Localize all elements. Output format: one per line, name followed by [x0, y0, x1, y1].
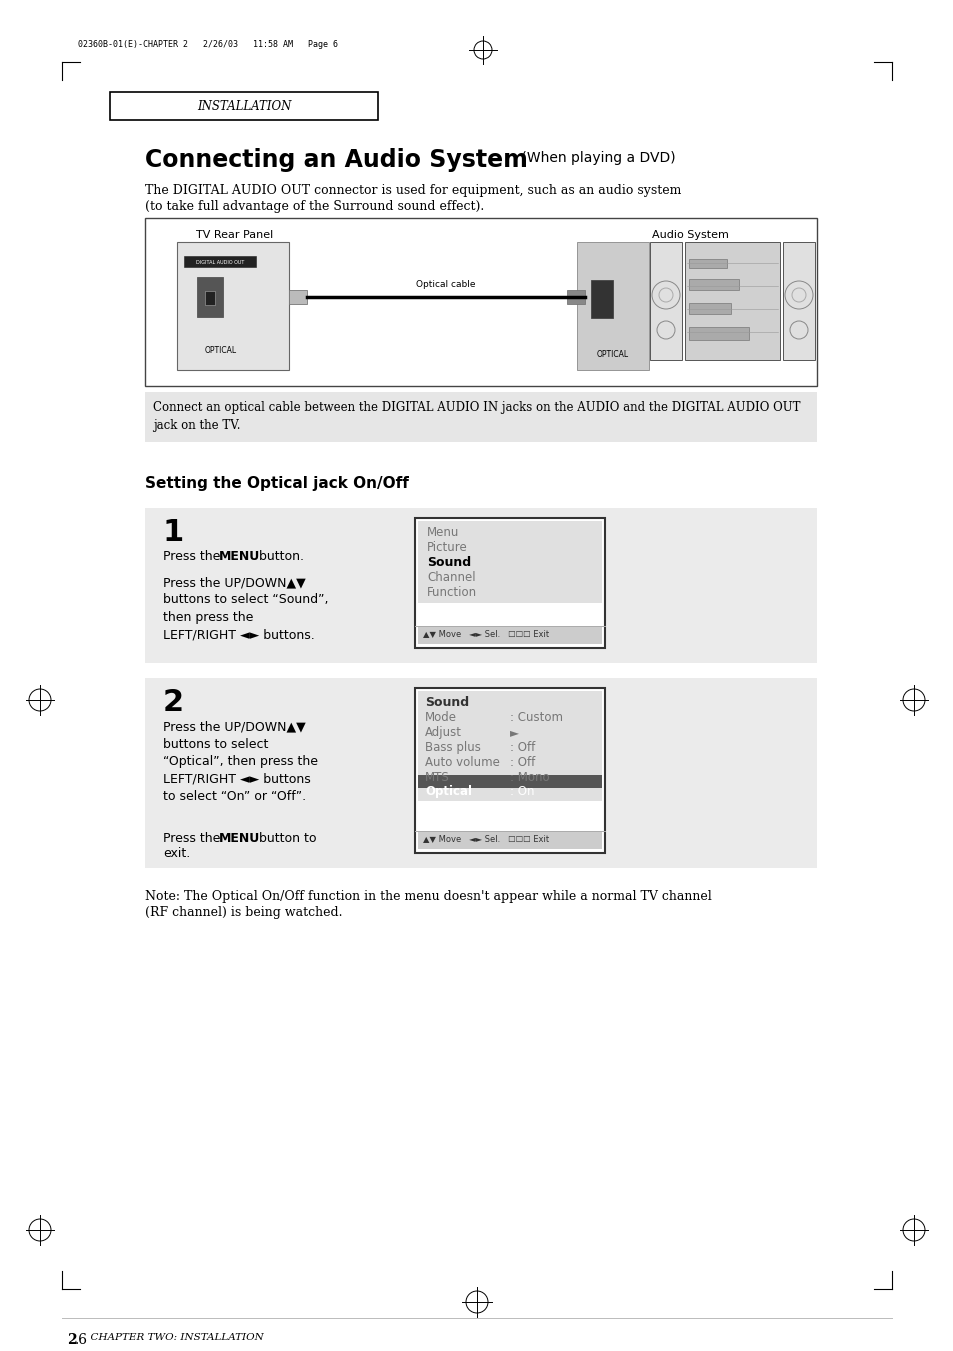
Text: exit.: exit. — [163, 847, 190, 861]
Text: Sound: Sound — [427, 557, 471, 569]
Bar — [177, 242, 289, 370]
Text: INSTALLATION: INSTALLATION — [196, 100, 291, 113]
Bar — [417, 832, 601, 848]
Text: button to: button to — [254, 832, 316, 844]
Text: ▲▼ Move   ◄► Sel.   ☐☐☐ Exit: ▲▼ Move ◄► Sel. ☐☐☐ Exit — [422, 834, 549, 843]
Bar — [184, 255, 255, 267]
Text: 2: 2 — [67, 1333, 76, 1347]
Text: ▲▼ Move   ◄► Sel.   ☐☐☐ Exit: ▲▼ Move ◄► Sel. ☐☐☐ Exit — [422, 630, 549, 638]
Bar — [415, 688, 604, 852]
Text: TV Rear Panel: TV Rear Panel — [196, 230, 274, 240]
Text: : Off: : Off — [510, 757, 535, 769]
Bar — [688, 259, 726, 267]
Text: ►: ► — [510, 725, 518, 739]
Text: Channel: Channel — [427, 571, 476, 584]
Text: Note: The Optical On/Off function in the menu doesn't appear while a normal TV c: Note: The Optical On/Off function in the… — [145, 890, 711, 902]
Text: : Mono: : Mono — [510, 771, 549, 784]
Text: Optical cable: Optical cable — [416, 280, 476, 289]
Text: Function: Function — [427, 586, 476, 598]
Bar — [205, 290, 214, 305]
Bar — [145, 508, 816, 663]
Text: OPTICAL: OPTICAL — [205, 346, 236, 355]
Bar — [289, 290, 307, 304]
Text: Auto volume: Auto volume — [424, 757, 499, 769]
Bar — [145, 392, 816, 442]
Text: Connecting an Audio System: Connecting an Audio System — [145, 149, 527, 172]
Bar — [417, 627, 601, 644]
Bar — [688, 327, 748, 340]
Text: Mode: Mode — [424, 711, 456, 724]
Text: OPTICAL: OPTICAL — [597, 350, 628, 359]
Bar — [566, 290, 584, 304]
Text: 1: 1 — [163, 517, 184, 547]
Text: MENU: MENU — [219, 550, 260, 563]
Bar — [417, 521, 601, 603]
Text: 02360B-01(E)-CHAPTER 2   2/26/03   11:58 AM   Page 6: 02360B-01(E)-CHAPTER 2 2/26/03 11:58 AM … — [78, 41, 337, 49]
Text: (When playing a DVD): (When playing a DVD) — [517, 151, 675, 165]
Bar — [782, 242, 814, 359]
Bar — [196, 277, 223, 317]
Text: MENU: MENU — [219, 832, 260, 844]
Text: MTS: MTS — [424, 771, 449, 784]
Text: button.: button. — [254, 550, 304, 563]
Bar — [110, 92, 377, 120]
Text: Connect an optical cable between the DIGITAL AUDIO IN jacks on the AUDIO and the: Connect an optical cable between the DIG… — [152, 401, 800, 432]
Text: Press the UP/DOWN▲▼
buttons to select “Sound”,
then press the
LEFT/RIGHT ◄► butt: Press the UP/DOWN▲▼ buttons to select “S… — [163, 576, 328, 642]
Text: (to take full advantage of the Surround sound effect).: (to take full advantage of the Surround … — [145, 200, 484, 213]
Text: The DIGITAL AUDIO OUT connector is used for equipment, such as an audio system: The DIGITAL AUDIO OUT connector is used … — [145, 184, 680, 197]
Bar — [577, 242, 648, 370]
Text: 2: 2 — [163, 688, 184, 717]
Text: Setting the Optical jack On/Off: Setting the Optical jack On/Off — [145, 476, 409, 490]
Text: : On: : On — [510, 785, 534, 798]
Bar — [649, 242, 681, 359]
Bar — [688, 303, 730, 313]
Bar — [145, 218, 816, 386]
Text: : Off: : Off — [510, 740, 535, 754]
Text: Press the: Press the — [163, 550, 224, 563]
Bar — [145, 678, 816, 867]
Text: : Custom: : Custom — [510, 711, 562, 724]
Text: Picture: Picture — [427, 540, 467, 554]
Text: Sound: Sound — [424, 696, 469, 709]
Text: Audio System: Audio System — [651, 230, 728, 240]
Bar — [417, 775, 601, 788]
Bar — [688, 280, 739, 290]
Text: Press the: Press the — [163, 832, 224, 844]
Text: .6: .6 — [75, 1333, 88, 1347]
Text: (RF channel) is being watched.: (RF channel) is being watched. — [145, 907, 342, 919]
Text: DIGITAL AUDIO OUT: DIGITAL AUDIO OUT — [195, 259, 244, 265]
Bar — [590, 280, 613, 317]
Bar — [415, 517, 604, 648]
Bar — [684, 242, 780, 359]
Text: Menu: Menu — [427, 526, 459, 539]
Text: Press the UP/DOWN▲▼
buttons to select
“Optical”, then press the
LEFT/RIGHT ◄► bu: Press the UP/DOWN▲▼ buttons to select “O… — [163, 720, 317, 802]
Text: CHAPTER TWO: INSTALLATION: CHAPTER TWO: INSTALLATION — [84, 1333, 263, 1342]
Text: Bass plus: Bass plus — [424, 740, 480, 754]
Text: Adjust: Adjust — [424, 725, 461, 739]
Bar — [417, 690, 601, 801]
Text: Optical: Optical — [424, 785, 472, 798]
